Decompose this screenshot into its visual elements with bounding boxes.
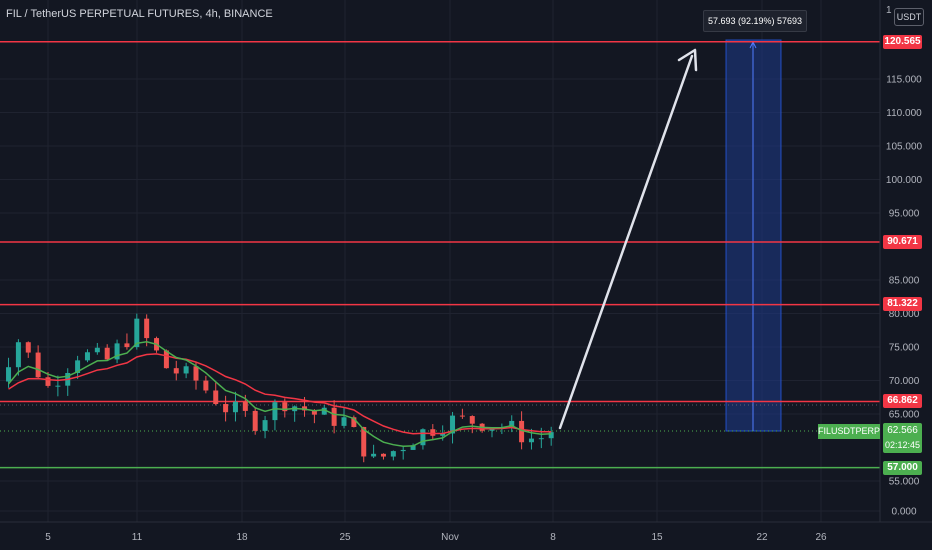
bar-countdown: 02:12:45	[884, 440, 921, 450]
candle-body	[134, 318, 140, 348]
candle-body	[104, 347, 110, 360]
projection-arrow-shaft	[558, 54, 694, 430]
symbol-label: FILUSDTPERP	[818, 424, 880, 439]
price-tick-label: 115.000	[886, 75, 922, 86]
price-tick-label: 55.000	[889, 477, 920, 488]
candle-body	[410, 445, 416, 450]
time-tick-label: 8	[550, 532, 556, 543]
candle-body	[252, 410, 258, 431]
candle-body	[232, 401, 238, 413]
current-price: 62.566	[887, 425, 918, 436]
price-tick-label: 70.000	[889, 376, 920, 387]
price-tick-label: 65.000	[889, 410, 920, 421]
measure-tooltip: 57.693 (92.19%) 57693	[703, 10, 807, 32]
current-price-tag: 62.566 02:12:45	[883, 423, 922, 453]
candle-body	[183, 366, 189, 374]
time-tick-label: 5	[45, 532, 51, 543]
candle-body	[223, 404, 229, 413]
candle-body	[6, 367, 12, 382]
price-axis[interactable]: 0.000 55.000 65.000 70.000 75.000 80.000 85.00…	[886, 75, 923, 518]
candle-body	[538, 438, 544, 440]
candle-body	[114, 343, 120, 360]
currency-button[interactable]: USDT	[894, 8, 924, 26]
candle-body	[509, 420, 515, 428]
time-tick-label: 18	[236, 532, 248, 543]
candle-body	[173, 368, 179, 374]
candle-body	[528, 438, 534, 443]
time-tick-label: 11	[132, 532, 143, 543]
horizontal-levels	[0, 40, 880, 469]
candle-body	[124, 343, 130, 348]
time-tick-label: 25	[339, 532, 351, 543]
price-tick-label: 95.000	[889, 209, 920, 220]
candle-body	[450, 415, 456, 434]
candle-body	[420, 429, 426, 446]
price-tick-label: 0.000	[891, 506, 916, 517]
level-tag-66: 66.862	[883, 394, 922, 408]
ema-fast-line	[7, 341, 552, 447]
level-tag-81: 81.322	[883, 297, 922, 311]
candle-body	[519, 420, 525, 443]
candle-body	[75, 360, 81, 373]
time-tick-label: 15	[651, 532, 663, 543]
time-axis[interactable]: 5 11 18 25 Nov 8 15 22 26	[45, 532, 827, 543]
candle-body	[15, 342, 21, 368]
candle-body	[311, 410, 317, 415]
ema-slow-line	[8, 353, 552, 435]
price-axis-top-value: 1	[886, 5, 892, 16]
candle-body	[430, 429, 436, 436]
candle-body	[390, 451, 396, 457]
time-tick-label: Nov	[441, 532, 459, 543]
candle-body	[35, 352, 41, 378]
candle-body	[163, 350, 169, 369]
candle-body	[341, 417, 347, 426]
candle-body	[94, 347, 100, 353]
price-tick-label: 80.000	[889, 309, 920, 320]
candle-body	[548, 432, 554, 439]
candle-body	[84, 352, 90, 361]
candle-body	[144, 318, 150, 339]
projection-arrow[interactable]	[558, 48, 698, 430]
candle-body	[193, 366, 199, 381]
candle-body	[380, 453, 386, 457]
candle-body	[361, 427, 367, 457]
candle-body	[45, 377, 51, 386]
price-tick-label: 85.000	[889, 276, 920, 287]
candle-body	[203, 380, 209, 391]
candle-body	[400, 449, 406, 452]
candle-body	[351, 417, 357, 428]
candle-body	[331, 407, 337, 426]
projection-arrow-head	[677, 48, 698, 72]
price-tick-label: 100.000	[886, 175, 923, 186]
candle-body	[262, 420, 268, 431]
candle-body	[459, 415, 465, 417]
price-tick-label: 75.000	[889, 343, 920, 354]
level-tag-120: 120.565	[883, 35, 922, 49]
candle-body	[321, 407, 327, 415]
candle-body	[272, 402, 278, 421]
candle-body	[55, 385, 61, 387]
candle-body	[242, 401, 248, 411]
chart-grid	[0, 0, 880, 522]
candle-body	[25, 342, 31, 353]
candlestick-series	[6, 313, 554, 463]
candle-body	[440, 433, 446, 436]
chart-title: FIL / TetherUS PERPETUAL FUTURES, 4h, BI…	[6, 8, 273, 20]
level-tag-90: 90.671	[883, 235, 922, 249]
price-tick-label: 110.000	[886, 108, 922, 119]
candle-body	[213, 390, 219, 405]
time-tick-label: 22	[756, 532, 768, 543]
price-tick-label: 105.000	[886, 142, 923, 153]
candle-body	[371, 453, 377, 457]
level-tag-57: 57.000	[883, 461, 922, 475]
candle-body	[489, 428, 495, 431]
candle-body	[282, 402, 288, 412]
candle-body	[469, 416, 475, 424]
time-tick-label: 26	[815, 532, 827, 543]
